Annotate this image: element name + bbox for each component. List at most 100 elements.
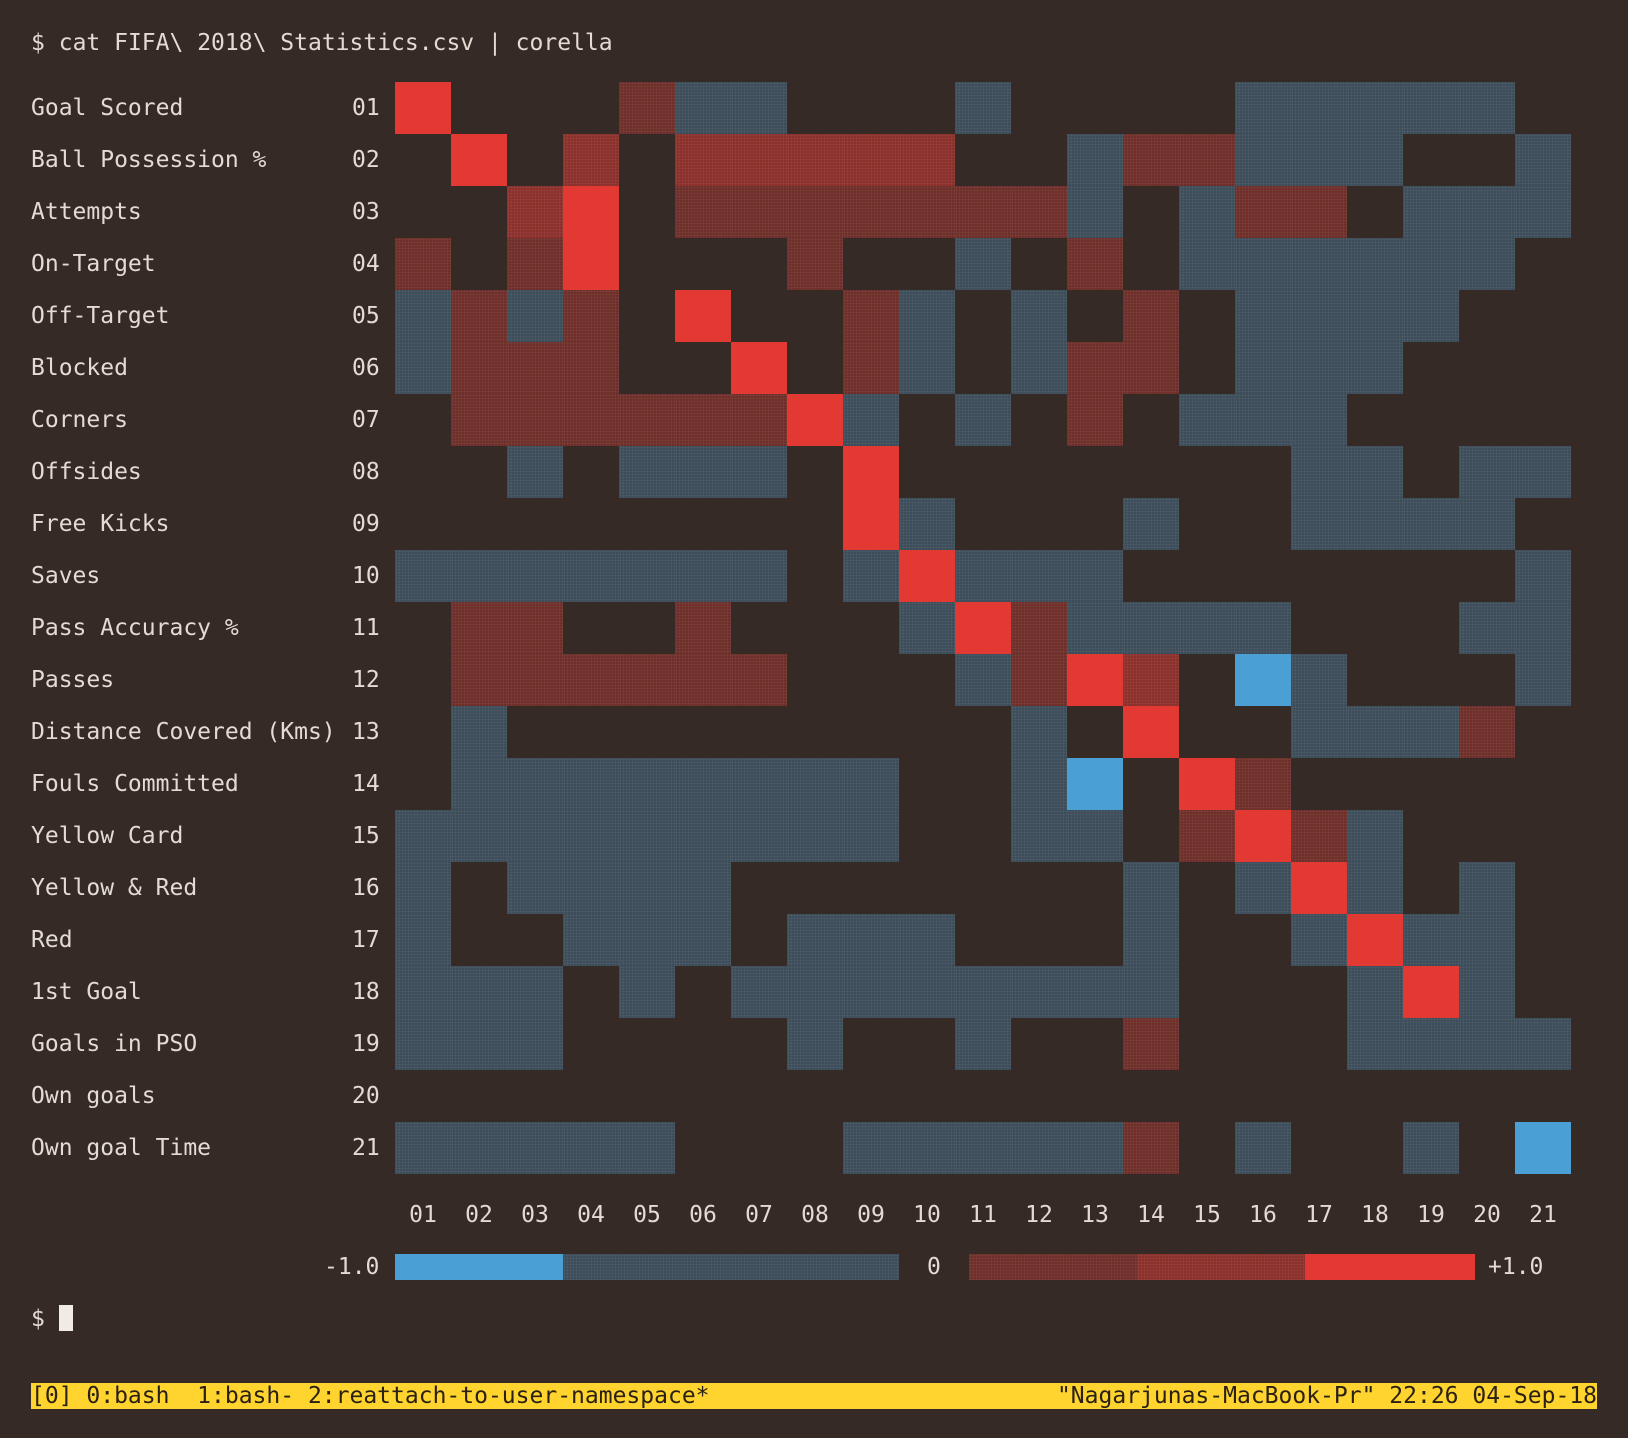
heatmap-cell	[507, 602, 563, 654]
column-label: 05	[633, 1202, 661, 1228]
heatmap-cell	[899, 550, 955, 602]
heatmap-cell	[395, 342, 451, 394]
row-label: On-Target	[31, 251, 156, 277]
shell-prompt[interactable]: $	[31, 1304, 73, 1334]
heatmap-cell	[731, 810, 787, 862]
text-cursor	[58, 1305, 73, 1331]
heatmap-cell	[1067, 134, 1123, 186]
heatmap-cell	[731, 342, 787, 394]
heatmap-cell	[563, 862, 619, 914]
heatmap-cell	[1067, 966, 1123, 1018]
heatmap-cell	[1515, 1122, 1571, 1174]
heatmap-cell	[787, 186, 843, 238]
heatmap-cell	[1067, 1122, 1123, 1174]
heatmap-cell	[1347, 238, 1403, 290]
heatmap-cell	[1291, 186, 1347, 238]
row-number: 08	[352, 459, 380, 485]
heatmap-cell	[1123, 706, 1179, 758]
heatmap-cell	[675, 394, 731, 446]
row-label: Ball Possession %	[31, 147, 267, 173]
heatmap-cell	[1515, 446, 1571, 498]
heatmap-cell	[1291, 238, 1347, 290]
heatmap-cell	[787, 1018, 843, 1070]
heatmap-cell	[1347, 82, 1403, 134]
heatmap-cell	[451, 290, 507, 342]
heatmap-cell	[1515, 550, 1571, 602]
heatmap-cell	[1123, 914, 1179, 966]
column-label: 07	[745, 1202, 773, 1228]
tmux-window-list[interactable]: [0] 0:bash 1:bash- 2:reattach-to-user-na…	[31, 1383, 710, 1409]
heatmap-cell	[451, 966, 507, 1018]
heatmap-cell	[451, 342, 507, 394]
heatmap-cell	[1291, 498, 1347, 550]
row-label: 1st Goal	[31, 979, 142, 1005]
row-label: Pass Accuracy %	[31, 615, 239, 641]
heatmap-cell	[563, 238, 619, 290]
heatmap-cell	[619, 758, 675, 810]
row-label: Free Kicks	[31, 511, 170, 537]
heatmap-cell	[843, 186, 899, 238]
row-number: 09	[352, 511, 380, 537]
heatmap-cell	[507, 238, 563, 290]
heatmap-cell	[619, 82, 675, 134]
column-label: 20	[1473, 1202, 1501, 1228]
heatmap-cell	[1235, 862, 1291, 914]
heatmap-cell	[1235, 290, 1291, 342]
heatmap-cell	[451, 134, 507, 186]
heatmap-cell	[1123, 1122, 1179, 1174]
row-number: 14	[352, 771, 380, 797]
heatmap-cell	[507, 1122, 563, 1174]
heatmap-cell	[1291, 82, 1347, 134]
heatmap-cell	[507, 654, 563, 706]
heatmap-cell	[1011, 810, 1067, 862]
heatmap-cell	[451, 758, 507, 810]
heatmap-cell	[395, 914, 451, 966]
heatmap-cell	[507, 290, 563, 342]
column-label: 11	[969, 1202, 997, 1228]
heatmap-cell	[1403, 1018, 1459, 1070]
heatmap-cell	[731, 550, 787, 602]
row-number: 06	[352, 355, 380, 381]
heatmap-cell	[843, 446, 899, 498]
heatmap-cell	[1291, 654, 1347, 706]
heatmap-cell	[1235, 134, 1291, 186]
row-number: 19	[352, 1031, 380, 1057]
row-number: 13	[352, 719, 380, 745]
heatmap-cell	[619, 446, 675, 498]
heatmap-cell	[1067, 758, 1123, 810]
heatmap-cell	[395, 238, 451, 290]
heatmap-cell	[1067, 186, 1123, 238]
heatmap-cell	[619, 550, 675, 602]
heatmap-cell	[1123, 966, 1179, 1018]
row-number: 05	[352, 303, 380, 329]
heatmap-cell	[955, 602, 1011, 654]
heatmap-cell	[1011, 654, 1067, 706]
legend-zero-label: 0	[927, 1254, 941, 1280]
legend-max-label: +1.0	[1488, 1254, 1544, 1280]
heatmap-cell	[675, 446, 731, 498]
heatmap-cell	[563, 342, 619, 394]
heatmap-cell	[787, 810, 843, 862]
heatmap-cell	[1235, 602, 1291, 654]
heatmap-cell	[787, 394, 843, 446]
heatmap-cell	[619, 914, 675, 966]
row-label: Goals in PSO	[31, 1031, 198, 1057]
heatmap-cell	[507, 550, 563, 602]
heatmap-cell	[1403, 186, 1459, 238]
heatmap-cell	[563, 654, 619, 706]
column-label: 21	[1529, 1202, 1557, 1228]
heatmap-cell	[1011, 1122, 1067, 1174]
heatmap-cell	[507, 758, 563, 810]
row-number: 15	[352, 823, 380, 849]
heatmap-cell	[787, 238, 843, 290]
heatmap-cell	[955, 394, 1011, 446]
row-number: 02	[352, 147, 380, 173]
heatmap-cell	[955, 238, 1011, 290]
heatmap-cell	[731, 134, 787, 186]
heatmap-cell	[955, 1018, 1011, 1070]
heatmap-cell	[1403, 1122, 1459, 1174]
heatmap-cell	[619, 394, 675, 446]
heatmap-cell	[451, 654, 507, 706]
heatmap-cell	[675, 758, 731, 810]
heatmap-cell	[1515, 186, 1571, 238]
